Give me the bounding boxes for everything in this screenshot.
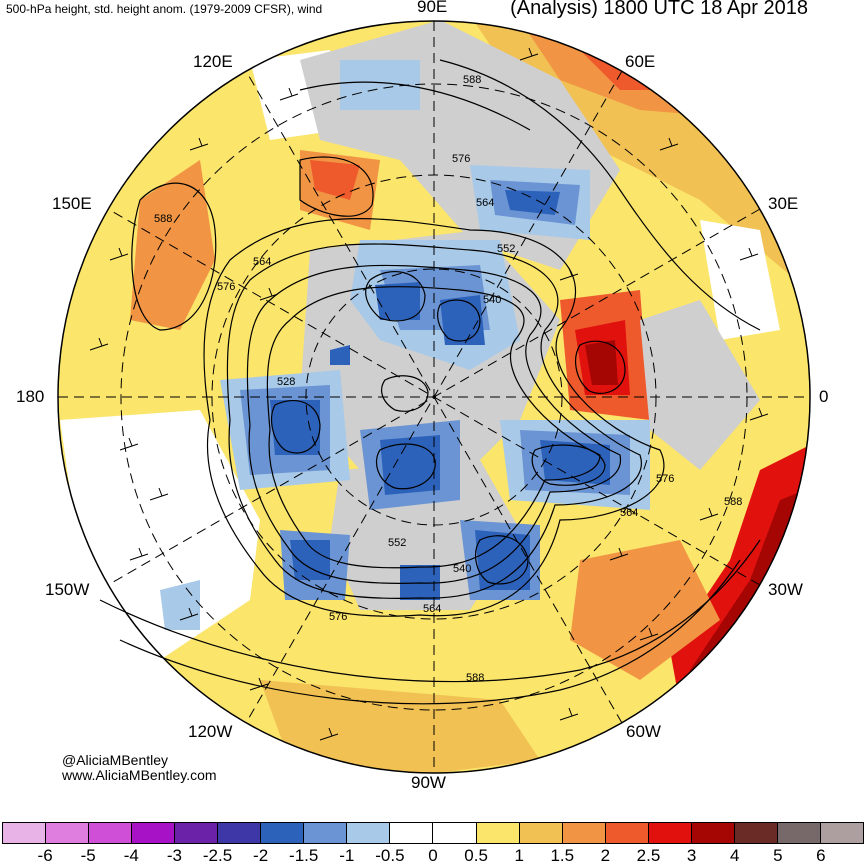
polar-map: 588 576 564 552 540 588 564 576 528 576 … <box>57 20 811 774</box>
lon-label-30w: 30W <box>768 580 803 599</box>
colorbar-tick-label: 2.5 <box>636 846 661 865</box>
height-contours <box>99 59 761 705</box>
colorbar-tick-label: -3 <box>166 846 182 865</box>
colorbar-swatch <box>777 823 821 843</box>
colorbar-tick-label: 5 <box>773 846 783 865</box>
lon-label-90e: 90E <box>417 0 448 16</box>
colorbar-tick-label: -6 <box>37 846 53 865</box>
colorbar-tick-label: -2 <box>253 846 269 865</box>
lon-label-60w: 60W <box>626 722 661 741</box>
lon-label-120w: 120W <box>188 722 233 741</box>
colorbar-swatch <box>261 823 305 843</box>
colorbar-swatch <box>605 823 649 843</box>
contour-label: 528 <box>277 376 295 388</box>
colorbar-tick-label: 0.5 <box>464 846 488 865</box>
colorbar-tick-label: 2 <box>600 846 611 865</box>
colorbar-tick-label: -5 <box>80 846 96 865</box>
contour-label: 588 <box>463 74 481 86</box>
contour-label: 576 <box>217 281 235 293</box>
contour-label: 552 <box>497 243 515 255</box>
lon-label-120e: 120E <box>193 52 233 71</box>
colorbar-swatch <box>3 823 47 843</box>
colorbar-tick-label: -1.5 <box>289 846 319 865</box>
colorbar-swatches <box>2 822 864 844</box>
colorbar-swatch <box>132 823 176 843</box>
credit-handle: @AliciaMBentley <box>62 752 169 768</box>
contour-label: 564 <box>476 197 494 209</box>
contour-label: 564 <box>253 256 271 268</box>
lon-label-150e: 150E <box>52 194 92 213</box>
contour-label: 540 <box>453 563 471 575</box>
credit-website: www.AliciaMBentley.com <box>62 767 217 783</box>
lon-label-30e: 30E <box>768 194 799 213</box>
contour-label: 564 <box>423 603 441 615</box>
colorbar-swatch <box>734 823 778 843</box>
colorbar-swatch <box>218 823 262 843</box>
colorbar-tick-label: 1 <box>514 846 524 865</box>
contour-label: 564 <box>620 507 638 519</box>
contour-label: 552 <box>388 537 406 549</box>
colorbar-swatch <box>175 823 219 843</box>
colorbar-swatch <box>89 823 133 843</box>
colorbar-swatch <box>519 823 563 843</box>
analysis-time-title: (Analysis) 1800 UTC 18 Apr 2018 <box>510 0 808 19</box>
colorbar-swatch <box>691 823 735 843</box>
colorbar-tick-label: -2.5 <box>202 846 233 865</box>
colorbar-swatch <box>648 823 692 843</box>
colorbar-tick-label: -4 <box>123 846 139 865</box>
warm-anomaly-west <box>130 160 215 330</box>
colorbar-tick-label: 4 <box>729 846 740 865</box>
contour-labels: 588 576 564 552 540 588 564 576 528 576 … <box>154 74 742 684</box>
lon-label-180: 180 <box>16 387 45 406</box>
colorbar-swatch <box>390 823 434 843</box>
colorbar-swatch <box>562 823 606 843</box>
contour-label: 576 <box>329 611 347 623</box>
colorbar-tick-label: -1 <box>339 846 355 865</box>
contour-label: 540 <box>483 294 501 306</box>
wind-barbs <box>89 47 769 741</box>
colorbar-swatch <box>820 823 863 843</box>
contour-label: 576 <box>452 153 470 165</box>
colorbar-tick-label: 6 <box>816 846 826 865</box>
contour-label: 588 <box>154 213 172 225</box>
contour-label: 576 <box>656 473 674 485</box>
colorbar-swatch <box>433 823 477 843</box>
lon-label-60e: 60E <box>625 52 656 71</box>
lon-label-0: 0 <box>819 387 829 406</box>
lon-label-90w: 90W <box>411 773 446 792</box>
meridian-lines <box>58 21 810 773</box>
colorbar-swatch <box>46 823 90 843</box>
colorbar-swatch <box>347 823 391 843</box>
map-title: 500-hPa height, std. height anom. (1979-… <box>6 2 323 16</box>
lon-label-150w: 150W <box>45 580 90 599</box>
colorbar: -6 -5 -4 -3 -2.5 -2 -1.5 -1 -0.5 0 0.5 1 1.5 2 2.5 3 4 5 6 <box>0 822 868 865</box>
colorbar-tick-label: 0 <box>428 846 438 865</box>
contour-label: 588 <box>466 672 484 684</box>
colorbar-tick-label: 1.5 <box>550 846 575 865</box>
contour-label: 588 <box>724 496 742 508</box>
colorbar-tick-label: -0.5 <box>375 846 405 865</box>
colorbar-swatch <box>304 823 348 843</box>
colorbar-swatch <box>476 823 520 843</box>
colorbar-tick-label: 3 <box>686 846 697 865</box>
